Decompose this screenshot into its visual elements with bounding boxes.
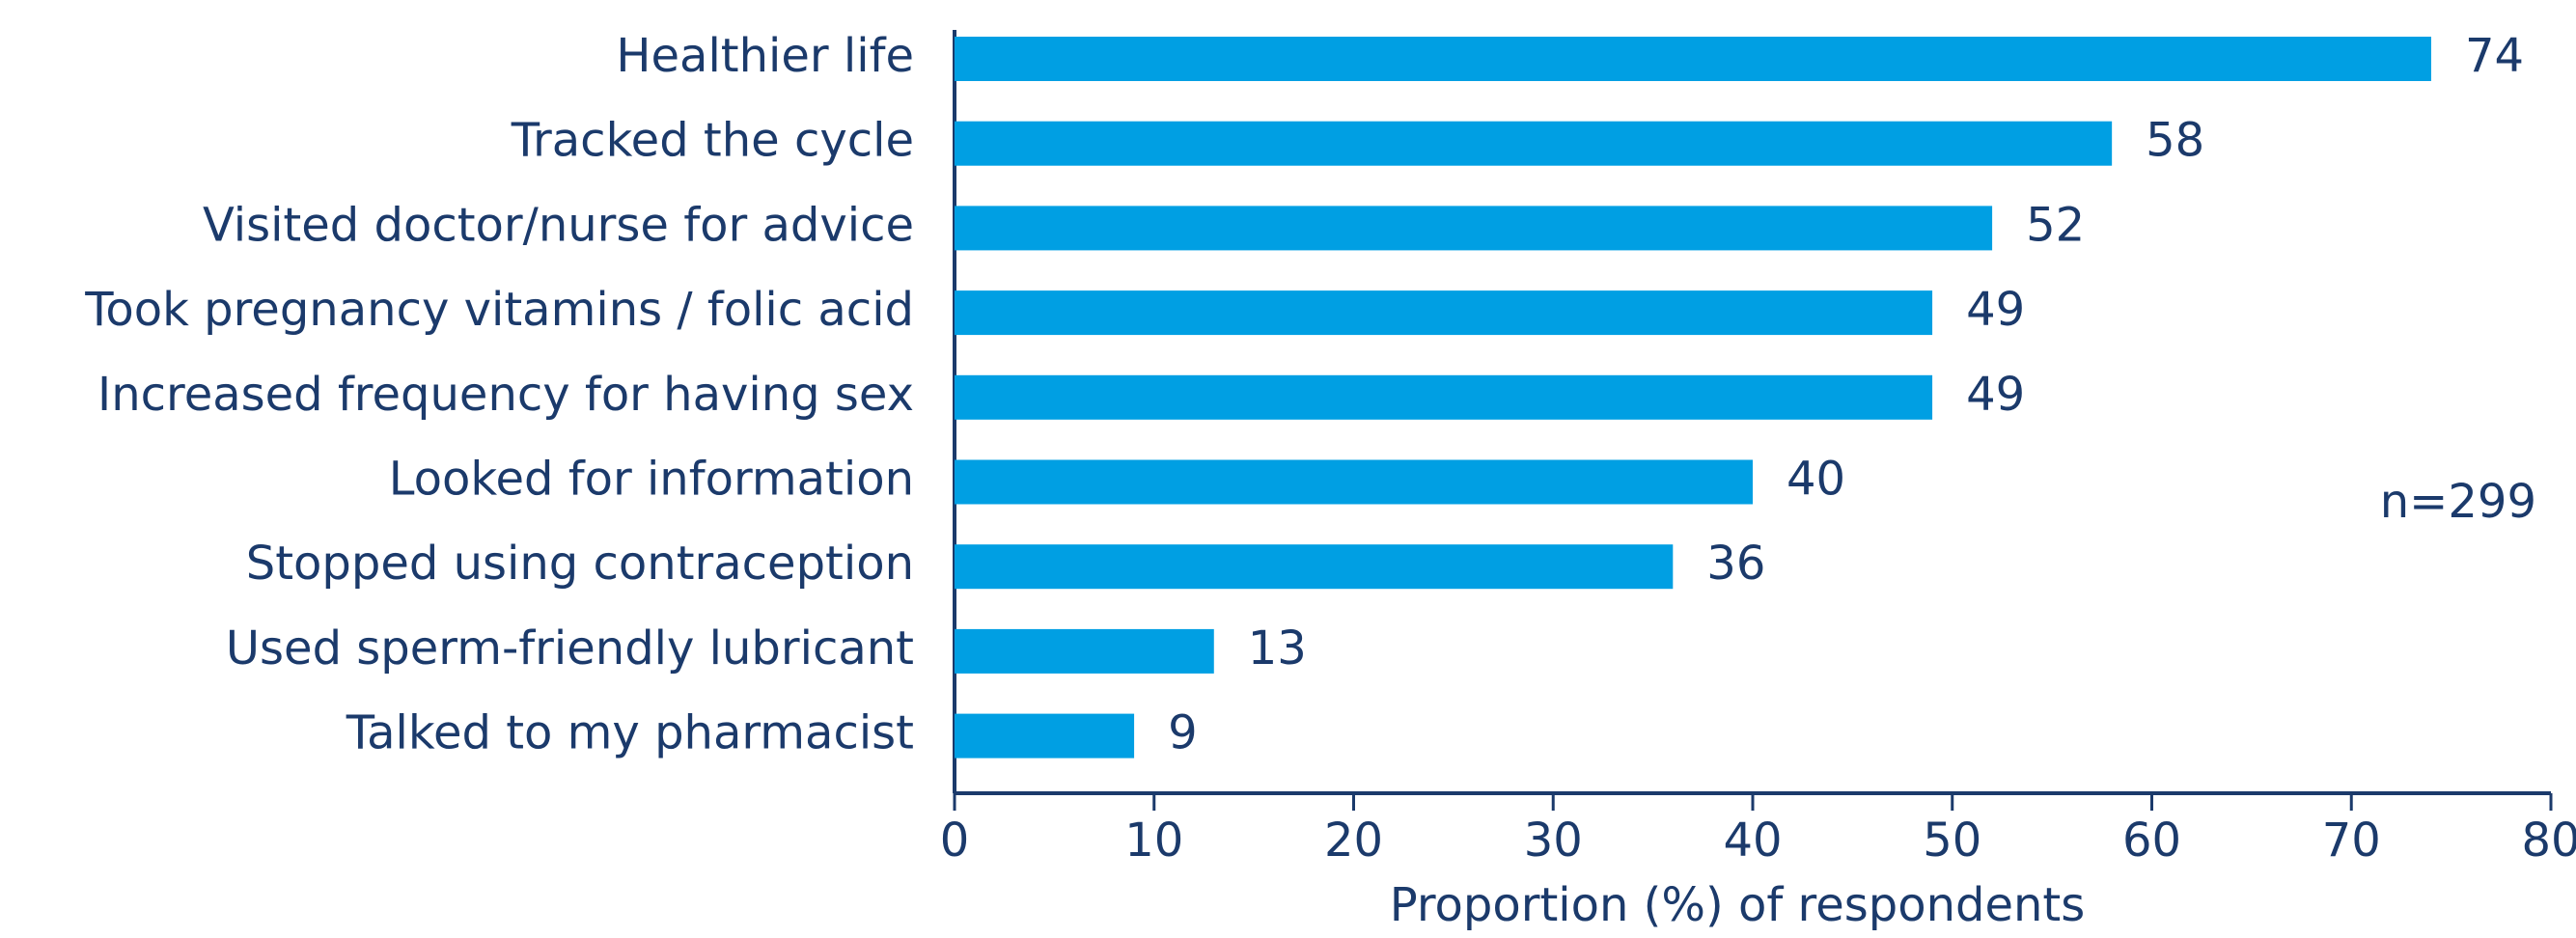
x-tick-label: 70	[2322, 814, 2381, 868]
bar	[955, 206, 1993, 251]
y-tick-label: Healthier life	[616, 29, 914, 83]
x-axis-label: Proportion (%) of respondents	[1390, 878, 2086, 932]
x-tick-label: 0	[940, 814, 970, 868]
x-tick-label: 50	[1923, 814, 1981, 868]
y-tick-label: Used sperm-friendly lubricant	[226, 621, 914, 676]
bar	[955, 628, 1214, 674]
x-tick-label: 20	[1324, 814, 1383, 868]
y-tick-label: Looked for information	[389, 453, 914, 507]
value-label: 9	[1168, 706, 1198, 760]
y-tick-label: Took pregnancy vitamins / folic acid	[84, 283, 914, 337]
x-tick-label: 60	[2122, 814, 2181, 868]
x-tick-label: 40	[1723, 814, 1782, 868]
x-tick-label: 80	[2521, 814, 2576, 868]
y-tick-label: Talked to my pharmacist	[346, 706, 914, 760]
bar	[955, 459, 1753, 505]
value-label: 74	[2465, 29, 2524, 83]
value-label: 58	[2146, 114, 2204, 168]
value-label: 13	[1248, 621, 1307, 676]
value-label: 36	[1706, 537, 1765, 591]
y-tick-label: Visited doctor/nurse for advice	[203, 198, 914, 252]
bar	[955, 544, 1674, 590]
bar	[955, 121, 2113, 166]
bar	[955, 290, 1933, 336]
annotation: n=299	[2380, 475, 2536, 529]
bar	[955, 713, 1135, 759]
x-tick-label: 10	[1124, 814, 1183, 868]
value-label: 49	[1966, 283, 2025, 337]
bar	[955, 374, 1933, 420]
x-tick-label: 30	[1524, 814, 1583, 868]
y-tick-label: Stopped using contraception	[246, 537, 914, 591]
value-label: 52	[2026, 198, 2085, 252]
bar	[955, 37, 2431, 81]
y-tick-label: Increased frequency for having sex	[97, 368, 914, 422]
value-label: 40	[1787, 453, 1845, 507]
value-label: 49	[1966, 368, 2025, 422]
y-tick-label: Tracked the cycle	[511, 114, 914, 168]
